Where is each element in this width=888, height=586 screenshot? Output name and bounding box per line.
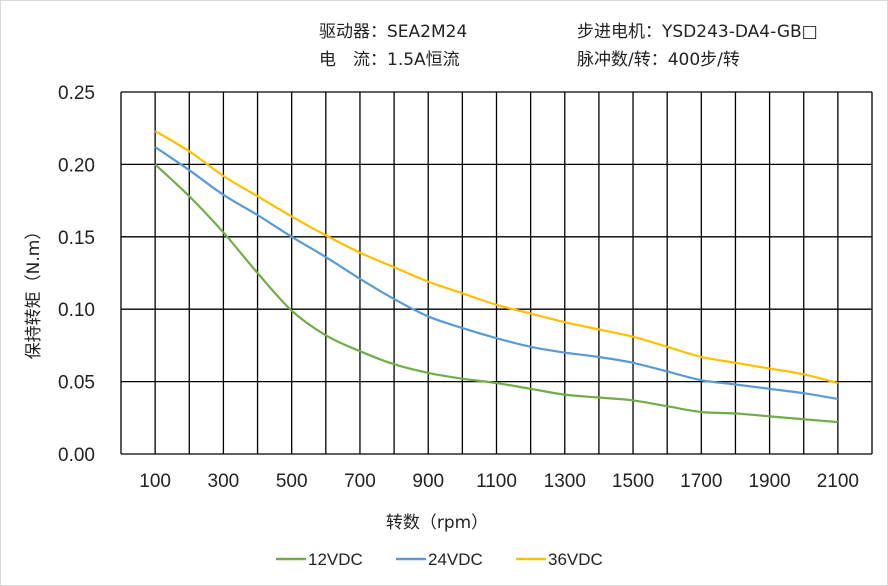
y-tick-label: 0.25 (58, 83, 95, 104)
grid (120, 91, 873, 455)
y-tick-label: 0.10 (58, 300, 95, 321)
x-tick-label: 100 (139, 471, 171, 492)
x-tick-label: 500 (276, 471, 308, 492)
x-tick-label: 900 (412, 471, 444, 492)
tick-labels: 0.00 0.05 0.10 0.15 0.20 0.25 100 300 500 700 900 1… (58, 83, 859, 492)
series-line-24VDC (154, 146, 839, 401)
x-tick-label: 1900 (748, 471, 790, 492)
series-lines (154, 130, 839, 424)
x-tick-label: 1500 (612, 471, 654, 492)
y-axis-label: 保持转矩（N.m） (24, 223, 44, 360)
x-tick-label: 300 (208, 471, 240, 492)
x-axis-label: 转数（rpm） (386, 513, 488, 533)
series-line-36VDC (154, 130, 839, 385)
series-line-12VDC (154, 163, 838, 424)
current-label: 电 流：1.5A恒流 (319, 50, 460, 70)
legend-label-12VDC: 12VDC (308, 550, 363, 569)
x-tick-label: 2100 (817, 471, 859, 492)
y-tick-label: 0.05 (58, 373, 95, 394)
y-tick-label: 0.15 (58, 228, 95, 249)
driver-label: 驱动器：SEA2M24 (319, 22, 468, 42)
legend-label-36VDC: 36VDC (548, 550, 603, 569)
y-tick-label: 0.20 (58, 155, 95, 176)
x-tick-label: 700 (344, 471, 376, 492)
x-tick-label: 1100 (476, 471, 517, 492)
pulses-label: 脉冲数/转：400步/转 (577, 50, 740, 70)
legend-label-24VDC: 24VDC (428, 550, 483, 569)
x-tick-label: 1700 (680, 471, 722, 492)
x-tick-label: 1300 (544, 471, 586, 492)
legend: 12VDC 24VDC 36VDC (276, 550, 603, 569)
y-tick-label: 0.00 (58, 445, 95, 466)
motor-label: 步进电机：YSD243-DA4-GB□ (577, 22, 818, 42)
